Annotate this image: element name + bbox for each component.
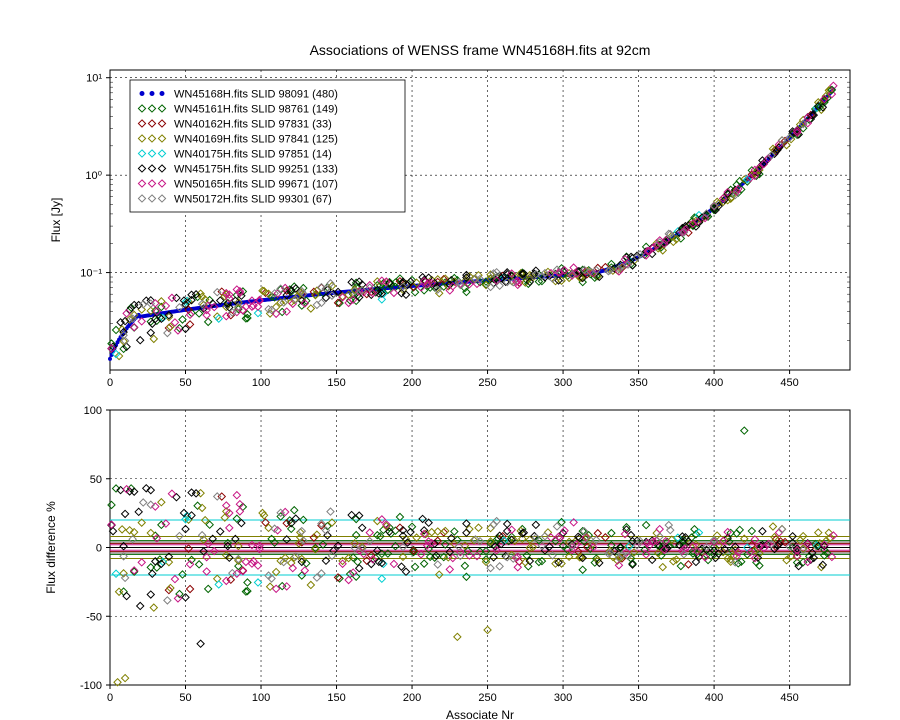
svg-text:100: 100 <box>252 377 270 389</box>
svg-text:-100: -100 <box>80 680 102 692</box>
legend-item-label: WN45175H.fits SLID 99251 (133) <box>174 164 338 176</box>
svg-text:350: 350 <box>629 692 647 704</box>
svg-text:200: 200 <box>403 377 421 389</box>
svg-text:400: 400 <box>705 692 723 704</box>
legend-item-label: WN40162H.fits SLID 97831 (33) <box>174 119 332 131</box>
chart-title: Associations of WENSS frame WN45168H.fit… <box>310 42 651 58</box>
legend-item-label: WN40169H.fits SLID 97841 (125) <box>174 134 338 146</box>
legend-item-label: WN40175H.fits SLID 97851 (14) <box>174 149 332 161</box>
svg-text:10⁻¹: 10⁻¹ <box>80 268 102 280</box>
svg-text:-50: -50 <box>86 611 102 623</box>
svg-text:0: 0 <box>107 692 113 704</box>
legend-item-label: WN45161H.fits SLID 98761 (149) <box>174 104 338 116</box>
svg-text:400: 400 <box>705 377 723 389</box>
top-ylabel: Flux [Jy] <box>49 198 63 243</box>
svg-text:50: 50 <box>179 377 191 389</box>
legend-item-label: WN50172H.fits SLID 99301 (67) <box>174 194 332 206</box>
svg-text:10⁰: 10⁰ <box>85 170 102 182</box>
bottom-ylabel: Flux difference % <box>44 501 58 594</box>
svg-text:300: 300 <box>554 377 572 389</box>
figure: Associations of WENSS frame WN45168H.fit… <box>0 0 900 720</box>
svg-text:250: 250 <box>478 692 496 704</box>
svg-text:10¹: 10¹ <box>86 73 102 85</box>
svg-text:450: 450 <box>780 692 798 704</box>
svg-text:200: 200 <box>403 692 421 704</box>
svg-text:100: 100 <box>84 405 102 417</box>
svg-text:300: 300 <box>554 692 572 704</box>
legend-item-label: WN45168H.fits SLID 98091 (480) <box>174 89 338 101</box>
svg-text:250: 250 <box>478 377 496 389</box>
legend: WN45168H.fits SLID 98091 (480) WN45161H.f… <box>130 80 405 212</box>
legend-item-label: WN50165H.fits SLID 99671 (107) <box>174 179 338 191</box>
svg-text:50: 50 <box>90 474 102 486</box>
svg-text:100: 100 <box>252 692 270 704</box>
svg-text:150: 150 <box>327 692 345 704</box>
bottom-xlabel: Associate Nr <box>446 708 514 720</box>
svg-text:150: 150 <box>327 377 345 389</box>
svg-text:450: 450 <box>780 377 798 389</box>
svg-text:350: 350 <box>629 377 647 389</box>
svg-text:0: 0 <box>107 377 113 389</box>
svg-text:0: 0 <box>96 543 102 555</box>
svg-text:50: 50 <box>179 692 191 704</box>
